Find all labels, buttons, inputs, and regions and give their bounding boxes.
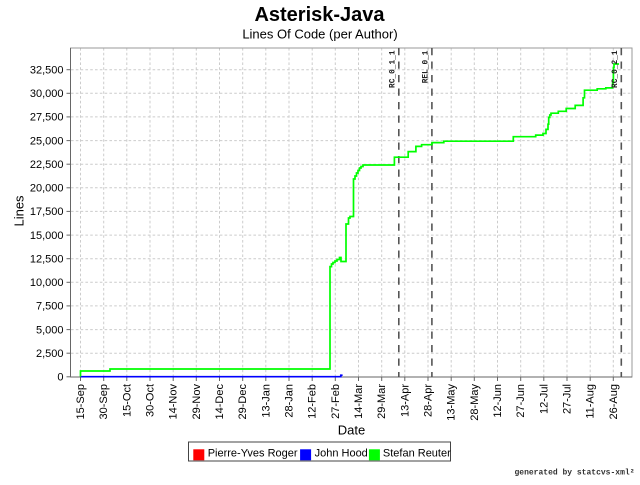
svg-text:14-Mar: 14-Mar bbox=[353, 384, 365, 419]
svg-text:Asterisk-Java: Asterisk-Java bbox=[254, 4, 385, 26]
svg-text:20,000: 20,000 bbox=[30, 183, 64, 195]
svg-text:10,000: 10,000 bbox=[30, 277, 64, 289]
svg-text:30-Oct: 30-Oct bbox=[145, 384, 157, 417]
svg-text:RC_0_1_1: RC_0_1_1 bbox=[390, 50, 398, 88]
svg-text:14-Dec: 14-Dec bbox=[214, 384, 226, 420]
svg-text:12-Feb: 12-Feb bbox=[307, 384, 319, 419]
svg-text:30,000: 30,000 bbox=[30, 88, 64, 100]
svg-text:15,000: 15,000 bbox=[30, 230, 64, 242]
svg-text:Lines: Lines bbox=[11, 195, 26, 227]
svg-text:7,500: 7,500 bbox=[36, 301, 64, 313]
svg-text:27-Jul: 27-Jul bbox=[562, 384, 574, 414]
svg-text:27-Jun: 27-Jun bbox=[515, 384, 527, 418]
svg-text:28-Apr: 28-Apr bbox=[423, 384, 435, 417]
svg-text:REL_0_1: REL_0_1 bbox=[423, 50, 431, 83]
svg-text:13-Jan: 13-Jan bbox=[260, 384, 272, 418]
svg-text:Stefan Reuter: Stefan Reuter bbox=[383, 448, 451, 460]
svg-text:28-May: 28-May bbox=[469, 384, 481, 421]
svg-text:22,500: 22,500 bbox=[30, 159, 64, 171]
svg-text:15-Oct: 15-Oct bbox=[121, 384, 133, 417]
svg-text:25,000: 25,000 bbox=[30, 135, 64, 147]
svg-text:0: 0 bbox=[57, 372, 63, 384]
svg-text:17,500: 17,500 bbox=[30, 206, 64, 218]
svg-text:29-Dec: 29-Dec bbox=[237, 384, 249, 420]
svg-text:27-Feb: 27-Feb bbox=[330, 384, 342, 419]
svg-text:29-Nov: 29-Nov bbox=[191, 384, 203, 420]
svg-text:John Hood: John Hood bbox=[315, 448, 368, 460]
svg-text:12,500: 12,500 bbox=[30, 254, 64, 266]
svg-text:30-Sep: 30-Sep bbox=[98, 384, 110, 419]
svg-text:Pierre-Yves Roger: Pierre-Yves Roger bbox=[208, 448, 298, 460]
svg-text:5,000: 5,000 bbox=[36, 324, 64, 336]
svg-text:26-Aug: 26-Aug bbox=[608, 384, 620, 419]
svg-text:15-Sep: 15-Sep bbox=[75, 384, 87, 419]
svg-text:13-Apr: 13-Apr bbox=[399, 384, 411, 417]
svg-text:29-Mar: 29-Mar bbox=[376, 384, 388, 419]
svg-text:12-Jul: 12-Jul bbox=[538, 384, 550, 414]
svg-text:13-May: 13-May bbox=[446, 384, 458, 421]
svg-text:2,500: 2,500 bbox=[36, 348, 64, 360]
svg-text:28-Jan: 28-Jan bbox=[284, 384, 296, 418]
svg-text:12-Jun: 12-Jun bbox=[492, 384, 504, 418]
svg-text:Date: Date bbox=[338, 423, 365, 438]
svg-text:27,500: 27,500 bbox=[30, 112, 64, 124]
svg-text:14-Nov: 14-Nov bbox=[168, 384, 180, 420]
svg-text:generated by statcvs-xml²: generated by statcvs-xml² bbox=[514, 469, 634, 478]
svg-text:11-Aug: 11-Aug bbox=[585, 384, 597, 419]
svg-text:32,500: 32,500 bbox=[30, 65, 64, 77]
svg-text:RC_0_2_1: RC_0_2_1 bbox=[612, 50, 620, 88]
svg-text:Lines Of Code (per Author): Lines Of Code (per Author) bbox=[242, 27, 397, 42]
